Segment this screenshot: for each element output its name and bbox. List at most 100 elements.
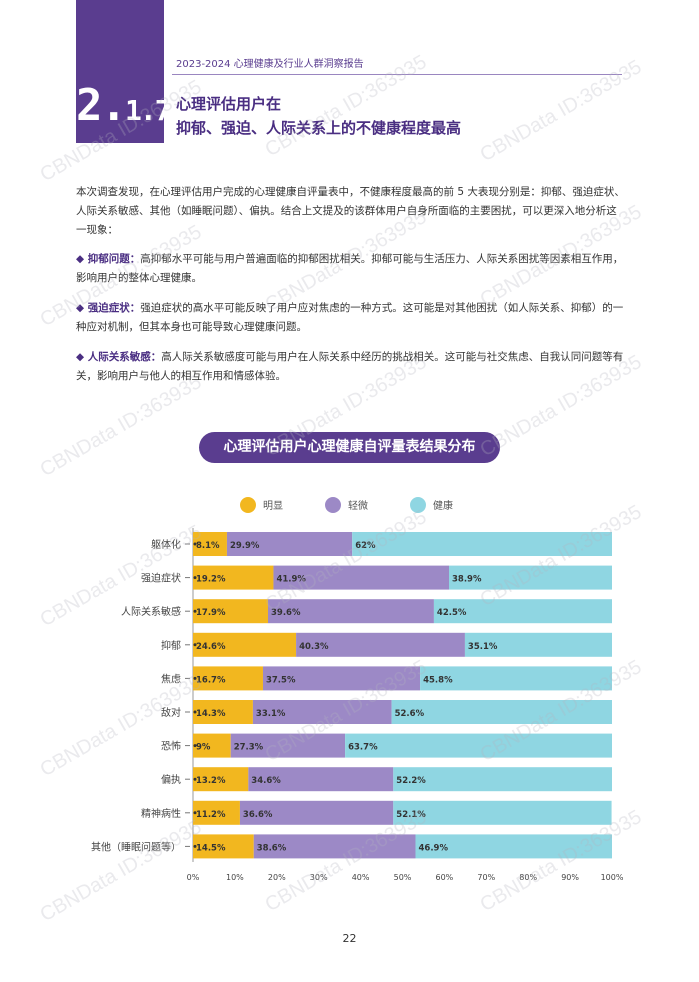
bar-segment (433, 599, 612, 624)
category-marker (193, 844, 197, 848)
section-number: 2.1.7 (76, 80, 172, 131)
bar-segment (253, 834, 416, 859)
data-label: 36.6% (243, 810, 273, 820)
x-tick-label: 50% (394, 873, 412, 882)
bar-segment (230, 733, 346, 758)
watermark: CBNData ID:363935 (36, 370, 206, 482)
legend-swatch (410, 497, 426, 513)
x-tick-label: 80% (519, 873, 537, 882)
x-tick-label: 10% (226, 873, 244, 882)
x-tick-label: 100% (601, 873, 624, 882)
bullet-interpersonal: ◆ 人际关系敏感：高人际关系敏感度可能与用户在人际关系中经历的挑战相关。这可能与… (76, 348, 627, 386)
category-marker (193, 542, 197, 546)
bar-segment (296, 632, 465, 657)
x-tick-label: 20% (268, 873, 286, 882)
data-label: 52.1% (396, 810, 426, 820)
bar-segment (193, 599, 269, 624)
category-marker (193, 744, 197, 748)
x-tick-label: 60% (436, 873, 454, 882)
bar-segment (193, 834, 254, 859)
data-label: 37.5% (266, 675, 296, 685)
data-label: 35.1% (468, 642, 498, 652)
category-label: 焦虑 (161, 672, 181, 685)
data-label: 34.6% (251, 776, 281, 786)
legend-swatch (240, 497, 256, 513)
data-label: 39.6% (271, 608, 301, 618)
bullet-label: ◆ 人际关系敏感： (76, 351, 162, 363)
bar-segment (268, 599, 434, 624)
category-label: 抑郁 (161, 639, 181, 652)
data-label: 9% (196, 743, 211, 753)
bar-segment (252, 700, 392, 724)
chart-title: 心理评估用户心理健康自评量表结果分布 (199, 432, 500, 463)
x-tick-label: 0% (187, 873, 200, 882)
x-tick-label: 90% (561, 873, 579, 882)
category-label: 躯体化 (151, 538, 181, 551)
section-title-line2: 抑郁、强迫、人际关系上的不健康程度最高 (176, 119, 462, 137)
bullet-label: ◆ 强迫症状： (76, 302, 141, 314)
legend-label: 健康 (433, 499, 453, 512)
data-label: 17.9% (196, 608, 226, 618)
section-number-small: 1.7 (124, 94, 172, 127)
category-marker (193, 609, 197, 613)
x-tick-label: 70% (477, 873, 495, 882)
data-label: 45.8% (423, 675, 453, 685)
bar-segment (420, 666, 612, 691)
data-label: 52.6% (395, 709, 425, 719)
bar-segment (193, 767, 249, 792)
data-label: 33.1% (256, 709, 286, 719)
data-label: 16.7% (196, 675, 226, 685)
page-number: 22 (342, 932, 357, 945)
legend-label: 轻微 (348, 499, 368, 512)
bar-segment (193, 666, 263, 691)
bar-segment (239, 800, 394, 825)
bar-segment (393, 767, 612, 792)
data-label: 63.7% (348, 743, 378, 753)
data-label: 13.2% (196, 776, 226, 786)
bar-segment (248, 767, 394, 792)
category-marker (193, 576, 197, 580)
bullet-text: 高人际关系敏感度可能与用户在人际关系中经历的挑战相关。这可能与社交焦虑、自我认同… (76, 351, 624, 382)
data-label: 29.9% (230, 541, 260, 551)
bar-segment (193, 565, 274, 590)
category-label: 其他（睡眠问题等） (91, 840, 181, 853)
category-marker (193, 811, 197, 815)
header-divider (172, 74, 622, 75)
report-title: 2023-2024 心理健康及行业人群洞察报告 (176, 59, 364, 70)
x-tick-label: 40% (352, 873, 370, 882)
data-label: 62% (355, 541, 376, 551)
data-label: 38.9% (452, 575, 482, 585)
intro-paragraph: 本次调查发现，在心理评估用户完成的心理健康自评量表中，不健康程度最高的前 5 大… (76, 186, 625, 236)
data-label: 14.3% (196, 709, 226, 719)
legend-label: 明显 (263, 500, 283, 512)
data-label: 40.3% (299, 642, 329, 652)
bullet-label: ◆ 抑郁问题： (76, 253, 141, 265)
section-number-big: 2. (76, 80, 127, 131)
data-label: 24.6% (196, 642, 226, 652)
data-label: 46.9% (418, 843, 448, 853)
watermark: CBNData ID:363935 (476, 55, 646, 167)
bullet-text: 高抑郁水平可能与用户普遍面临的抑郁困扰相关。抑郁可能与生活压力、人际关系困扰等因… (76, 253, 624, 284)
category-label: 恐怖 (161, 740, 181, 753)
bar-segment (415, 834, 612, 859)
data-label: 14.5% (196, 843, 226, 853)
bar-segment (193, 632, 297, 657)
data-label: 19.2% (196, 575, 226, 585)
bar-segment (262, 666, 421, 691)
bar-segment (226, 532, 353, 556)
data-label: 41.9% (276, 575, 306, 585)
data-label: 27.3% (234, 743, 264, 753)
category-marker (193, 710, 197, 714)
bar-segment (449, 565, 612, 590)
data-label: 42.5% (437, 608, 467, 618)
x-tick-label: 30% (310, 873, 328, 882)
category-marker (193, 643, 197, 647)
category-label: 敌对 (161, 706, 181, 719)
stacked-bar-chart: 明显 轻微 健康 8.1% 29.9% 62% 躯体化 19.2% 41.9% 38.9% 强迫症状… (91, 497, 624, 882)
bar-segment (273, 565, 450, 590)
data-label: 52.2% (396, 776, 426, 786)
bar-segment (464, 632, 612, 657)
category-label: 偏执 (161, 773, 181, 786)
data-label: 8.1% (196, 541, 220, 551)
category-marker (193, 777, 197, 781)
